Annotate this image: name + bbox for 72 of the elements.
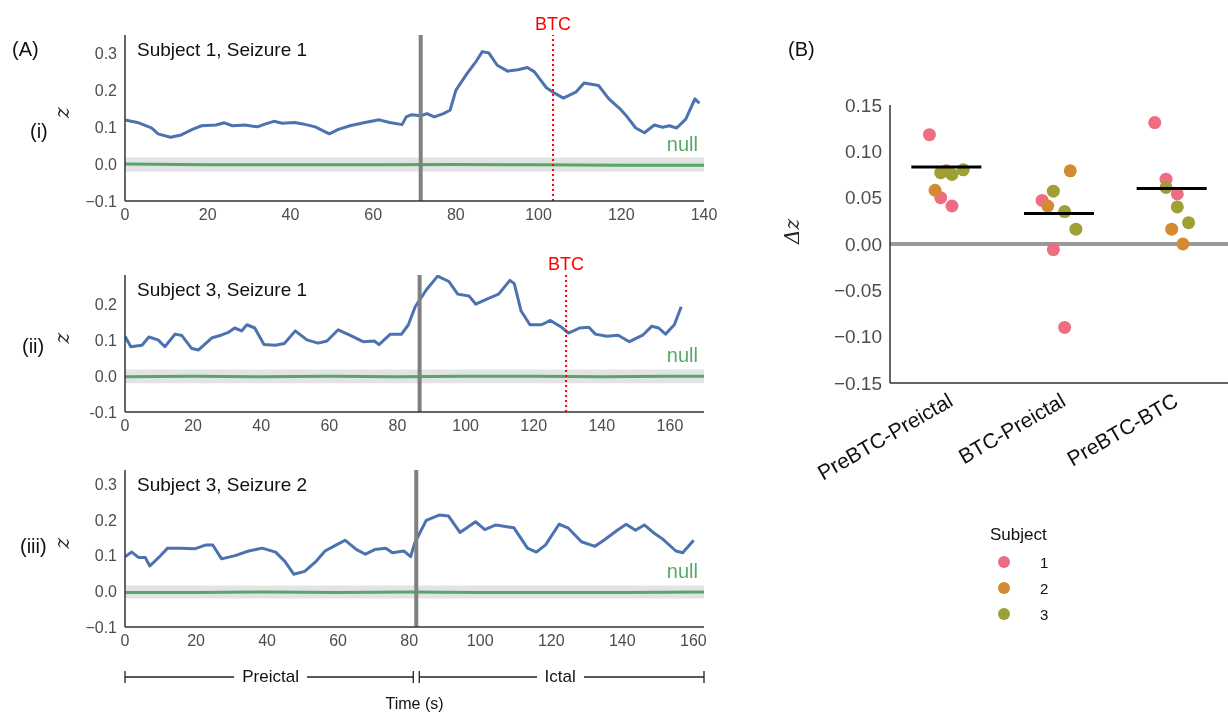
x-tick-label: 20 <box>187 632 206 650</box>
y-tick-label: −0.1 <box>85 618 118 636</box>
y-tick-label: 0.0 <box>94 367 118 385</box>
x-tick-label: 100 <box>452 417 480 435</box>
y-tick-label: 0.0 <box>94 583 118 600</box>
text: (iii) <box>20 535 47 558</box>
legend-label: 2 <box>1040 579 1049 597</box>
text: (i) <box>30 120 48 143</box>
y-tick-label: 0.00 <box>845 233 882 255</box>
y-tick-label: 0.2 <box>94 511 118 529</box>
x-tick-label: 0 <box>120 206 130 224</box>
y-tick-label: 0.1 <box>94 118 118 136</box>
x-tick-label: 80 <box>446 206 465 224</box>
chart-title: Subject 3, Seizure 1 <box>137 279 308 301</box>
x-tick-label: 160 <box>656 417 684 435</box>
ref-line-label: BTC <box>535 14 572 34</box>
x-axis-title: Time (s) <box>384 695 445 713</box>
y-tick-label: 0.3 <box>94 45 118 63</box>
y-tick-label: −0.1 <box>85 192 118 210</box>
y-tick-label: 0.05 <box>845 187 882 209</box>
series-label: null <box>666 133 698 156</box>
x-tick-label: 60 <box>320 417 339 435</box>
text: Ictal <box>536 667 584 686</box>
y-tick-label: 0.0 <box>94 155 118 173</box>
text: (ii) <box>22 335 45 358</box>
y-axis-title: Δz <box>780 218 805 245</box>
x-tick-label: 100 <box>466 632 494 650</box>
text: (A) <box>12 38 39 61</box>
x-tick-label: 140 <box>690 206 718 224</box>
y-tick-label: 0.15 <box>845 94 882 116</box>
line-series <box>125 513 696 576</box>
y-tick-label: 0.2 <box>94 82 118 100</box>
y-axis-title: z <box>50 107 75 119</box>
y-tick-label: −0.15 <box>833 372 882 394</box>
y-axis-title: z <box>50 332 75 345</box>
series-label: null <box>666 560 698 583</box>
y-tick-label: 0.3 <box>94 475 118 493</box>
text: Preictal <box>234 667 307 686</box>
x-tick-label: 120 <box>607 206 635 224</box>
x-tick-label: 60 <box>329 632 348 650</box>
legend-label: 1 <box>1040 553 1049 571</box>
legend-label: 3 <box>1040 605 1049 623</box>
y-tick-label: -0.1 <box>89 403 118 421</box>
chart-title: Subject 1, Seizure 1 <box>137 39 308 61</box>
y-tick-label: 0.1 <box>94 547 118 565</box>
x-tick-label: 120 <box>520 417 548 435</box>
y-tick-label: 0.2 <box>94 295 118 313</box>
chart-title: Subject 3, Seizure 2 <box>137 474 308 496</box>
x-tick-label: 20 <box>198 206 217 224</box>
x-tick-label: 60 <box>364 206 383 224</box>
x-tick-label: 100 <box>525 206 553 224</box>
y-axis-title: z <box>50 537 75 550</box>
x-tick-label: 80 <box>400 632 419 650</box>
x-tick-label: 0 <box>120 632 130 650</box>
x-tick-label: 120 <box>537 632 565 650</box>
y-tick-label: 0.1 <box>94 331 118 349</box>
y-tick-label: −0.05 <box>833 280 882 302</box>
y-tick-label: −0.10 <box>833 326 882 348</box>
x-tick-label: 140 <box>588 417 616 435</box>
x-tick-label: 40 <box>258 632 277 650</box>
x-tick-label: 80 <box>388 417 407 435</box>
x-tick-label: 160 <box>679 632 707 650</box>
x-tick-label: 20 <box>184 417 203 435</box>
y-tick-label: 0.10 <box>845 141 882 163</box>
ref-line-label: BTC <box>548 254 585 274</box>
x-tick-label: 40 <box>281 206 300 224</box>
x-tick-label: 40 <box>252 417 271 435</box>
x-tick-label: 140 <box>608 632 636 650</box>
series-label: null <box>666 344 698 367</box>
text: (B) <box>788 38 815 61</box>
x-tick-label: 0 <box>120 417 130 435</box>
legend-title: Subject <box>990 525 1048 545</box>
